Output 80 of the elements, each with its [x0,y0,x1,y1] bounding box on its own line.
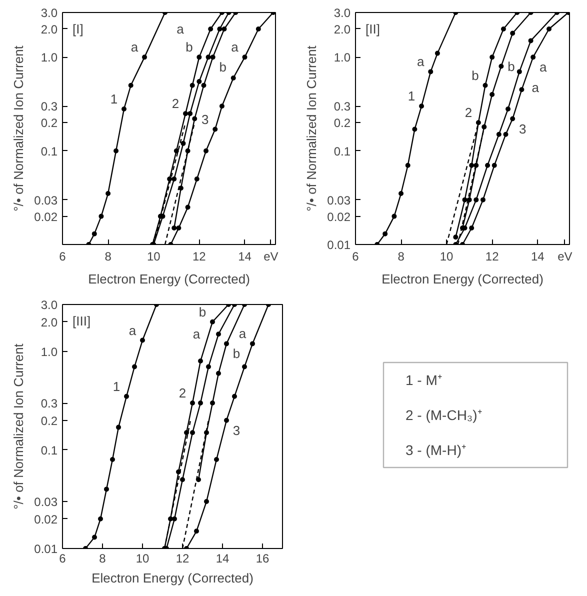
annotation: b [186,40,193,55]
y-tick-label: 2.0 [334,22,351,36]
x-tick-label: 12 [485,250,500,264]
y-tick-label: 0.03 [34,193,58,208]
x-tick-label: 10 [146,250,161,264]
x-tick-label: 14 [238,250,252,264]
y-tick-label: 0.2 [40,414,58,428]
text: [I] [72,22,84,36]
y-tick-label: 0.03 [327,193,351,208]
x-tick-label: 10 [136,552,150,566]
annotation: 2 [464,105,472,120]
y-tick-label: 0.01 [34,542,58,556]
text: [III] [72,314,91,328]
text: [II] [366,22,380,36]
annotation: 3 [232,422,240,438]
y-tick-label: 0.02 [34,512,58,526]
annotation: 1 [110,91,118,106]
x-tick-label: 14 [530,250,545,264]
x-tick-label: eV [264,250,278,264]
text: 1 - M⁺ [406,372,442,388]
x-tick-label: 6 [59,552,66,566]
x-tick-label: 6 [59,250,66,264]
annotation: 2 [178,386,186,400]
annotation: b [508,58,515,74]
y-axis-title: °/• of Normalized Ion Current [11,343,26,510]
y-tick-label: 0.3 [40,100,58,114]
annotation: a [176,22,185,37]
x-axis-title: Electron Energy (Corrected) [382,272,544,286]
annotation: a [128,322,137,338]
y-tick-label: 2.0 [40,315,58,330]
annotation: b [472,68,479,83]
y-tick-label: 0.1 [40,144,58,158]
text: 2 - (M-CH₃)⁺ [406,407,482,423]
annotation: 2 [172,96,180,112]
y-tick-label: 2.0 [40,22,58,36]
x-tick-label: 8 [99,552,106,566]
x-tick-label: eV [558,250,572,264]
annotation: b [198,304,206,320]
y-tick-label: 0.3 [40,396,58,410]
annotation: a [539,60,548,75]
y-tick-label: 1.0 [40,344,58,359]
x-tick-label: 6 [352,250,360,264]
y-axis-title: °/• of Normalized Ion Current [304,45,320,212]
annotation: 1 [112,378,120,394]
annotation: 1 [408,88,416,104]
y-tick-label: 0.3 [334,100,351,114]
annotation: 3 [202,112,209,127]
annotation: b [219,60,226,75]
y-tick-label: 1.0 [334,50,351,65]
x-tick-label: 10 [440,250,454,264]
x-tick-label: 8 [398,250,405,264]
x-axis-title: Electron Energy (Corrected) [92,570,254,586]
y-tick-label: 1.0 [40,50,58,65]
annotation: a [231,40,240,55]
y-tick-label: 3.0 [334,6,351,20]
x-axis-title: Electron Energy (Corrected) [88,272,250,286]
annotation: 3 [518,121,526,136]
y-tick-label: 0.1 [334,144,351,158]
annotation: a [238,326,247,342]
y-tick-label: 0.1 [40,444,58,458]
x-tick-label: 16 [256,552,270,566]
annotation: b [232,346,240,362]
y-tick-label: 0.02 [327,210,351,224]
x-tick-label: 8 [104,250,112,264]
y-tick-label: 3.0 [40,6,58,20]
y-tick-label: 0.2 [334,116,351,130]
text: 3 - (M-H)⁺ [406,442,466,458]
y-tick-label: 0.03 [34,495,58,510]
x-tick-label: 12 [176,552,190,566]
annotation: a [130,40,139,55]
annotation: a [417,54,426,70]
y-axis-title: °/• of Normalized Ion Current [11,45,26,212]
y-tick-label: 3.0 [40,298,58,312]
annotation: a [532,80,540,96]
x-tick-label: 12 [192,250,206,264]
y-tick-label: 0.2 [40,116,58,130]
y-tick-label: 0.01 [327,238,351,252]
y-tick-label: 0.02 [34,210,58,224]
x-tick-label: 14 [216,552,230,566]
annotation: a [192,326,201,342]
